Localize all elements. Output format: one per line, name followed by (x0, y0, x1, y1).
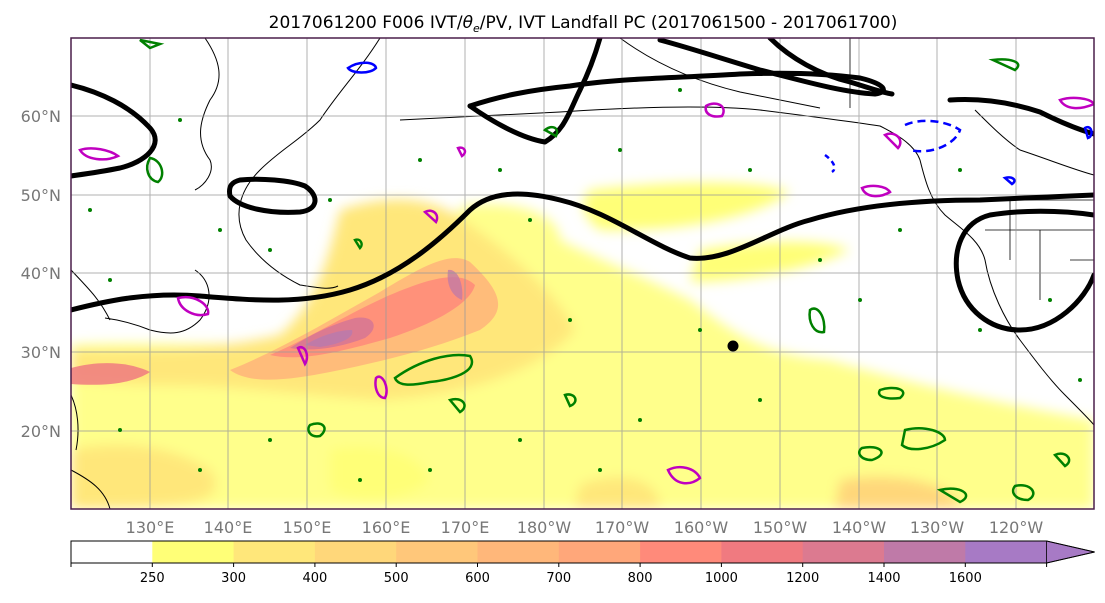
lon-label: 170°W (595, 518, 650, 537)
lat-label: 60°N (21, 107, 61, 126)
lon-label: 140°E (204, 518, 253, 537)
lat-label: 20°N (21, 422, 61, 441)
colorbar-swatch (640, 541, 722, 563)
lat-label: 50°N (21, 186, 61, 205)
colorbar-swatch (802, 541, 885, 563)
map-panel (71, 38, 1094, 509)
lon-label: 160°E (362, 518, 411, 537)
ivt-shading (71, 182, 1094, 509)
colorbar-level-label: 800 (628, 571, 653, 586)
latitude-labels: 60°N 50°N 40°N 30°N 20°N (21, 107, 61, 441)
lat-label: 40°N (21, 264, 61, 283)
gridlines (71, 38, 1094, 509)
colorbar-swatch (965, 541, 1047, 563)
figure-title: 2017061200 F006 IVT/θe/PV, IVT Landfall … (269, 13, 898, 35)
colorbar-level-label: 700 (546, 571, 571, 586)
colorbar-outline (70, 540, 1095, 564)
colorbar-swatch (152, 541, 235, 563)
lon-label: 130°E (126, 518, 175, 537)
landfall-pc-contours (78, 96, 1094, 485)
colorbar-level-label: 250 (140, 571, 165, 586)
map-frame (70, 37, 1095, 510)
colorbar-level-label: 500 (384, 571, 409, 586)
colorbar-ticks (70, 563, 1048, 567)
colorbar-swatch (314, 541, 397, 563)
colorbar: 250 300 400 500 600 700 800 1000 1200 1400 1600 (70, 540, 1095, 586)
lon-label: 170°E (441, 518, 490, 537)
colorbar-swatch (558, 541, 641, 563)
lon-label: 150°W (753, 518, 808, 537)
colorbar-level-label: 1400 (867, 571, 900, 586)
colorbar-level-label: 300 (221, 571, 246, 586)
colorbar-level-label: 400 (302, 571, 327, 586)
lon-label: 130°W (910, 518, 965, 537)
colorbar-level-label: 1200 (786, 571, 819, 586)
colorbar-swatch (396, 541, 478, 563)
colorbar-swatch (233, 541, 316, 563)
lon-label: 120°W (989, 518, 1044, 537)
colorbar-swatch (477, 541, 560, 563)
colorbar-level-label: 1600 (949, 571, 982, 586)
negative-pv-contours (346, 61, 1093, 186)
colorbar-extend-arrow (1046, 540, 1095, 564)
colorbar-level-label: 1000 (705, 571, 738, 586)
lat-label: 30°N (21, 343, 61, 362)
longitude-labels: 130°E 140°E 150°E 160°E 170°E 180°W 170°… (126, 518, 1044, 537)
theta-e-contours (71, 38, 1094, 352)
lon-label: 140°W (832, 518, 887, 537)
positive-pv-contours (139, 38, 1071, 504)
colorbar-labels: 250 300 400 500 600 700 800 1000 1200 1400 1600 (140, 571, 982, 586)
ivt-core (71, 258, 499, 385)
colorbar-swatch (71, 541, 153, 563)
lon-label: 160°W (674, 518, 729, 537)
lon-label: 180°W (517, 518, 572, 537)
colorbar-level-label: 600 (465, 571, 490, 586)
colorbar-swatch (721, 541, 804, 563)
colorbar-swatches (71, 541, 1047, 563)
positive-pv-dots (88, 88, 1082, 482)
lon-label: 150°E (283, 518, 332, 537)
colorbar-swatch (884, 541, 966, 563)
